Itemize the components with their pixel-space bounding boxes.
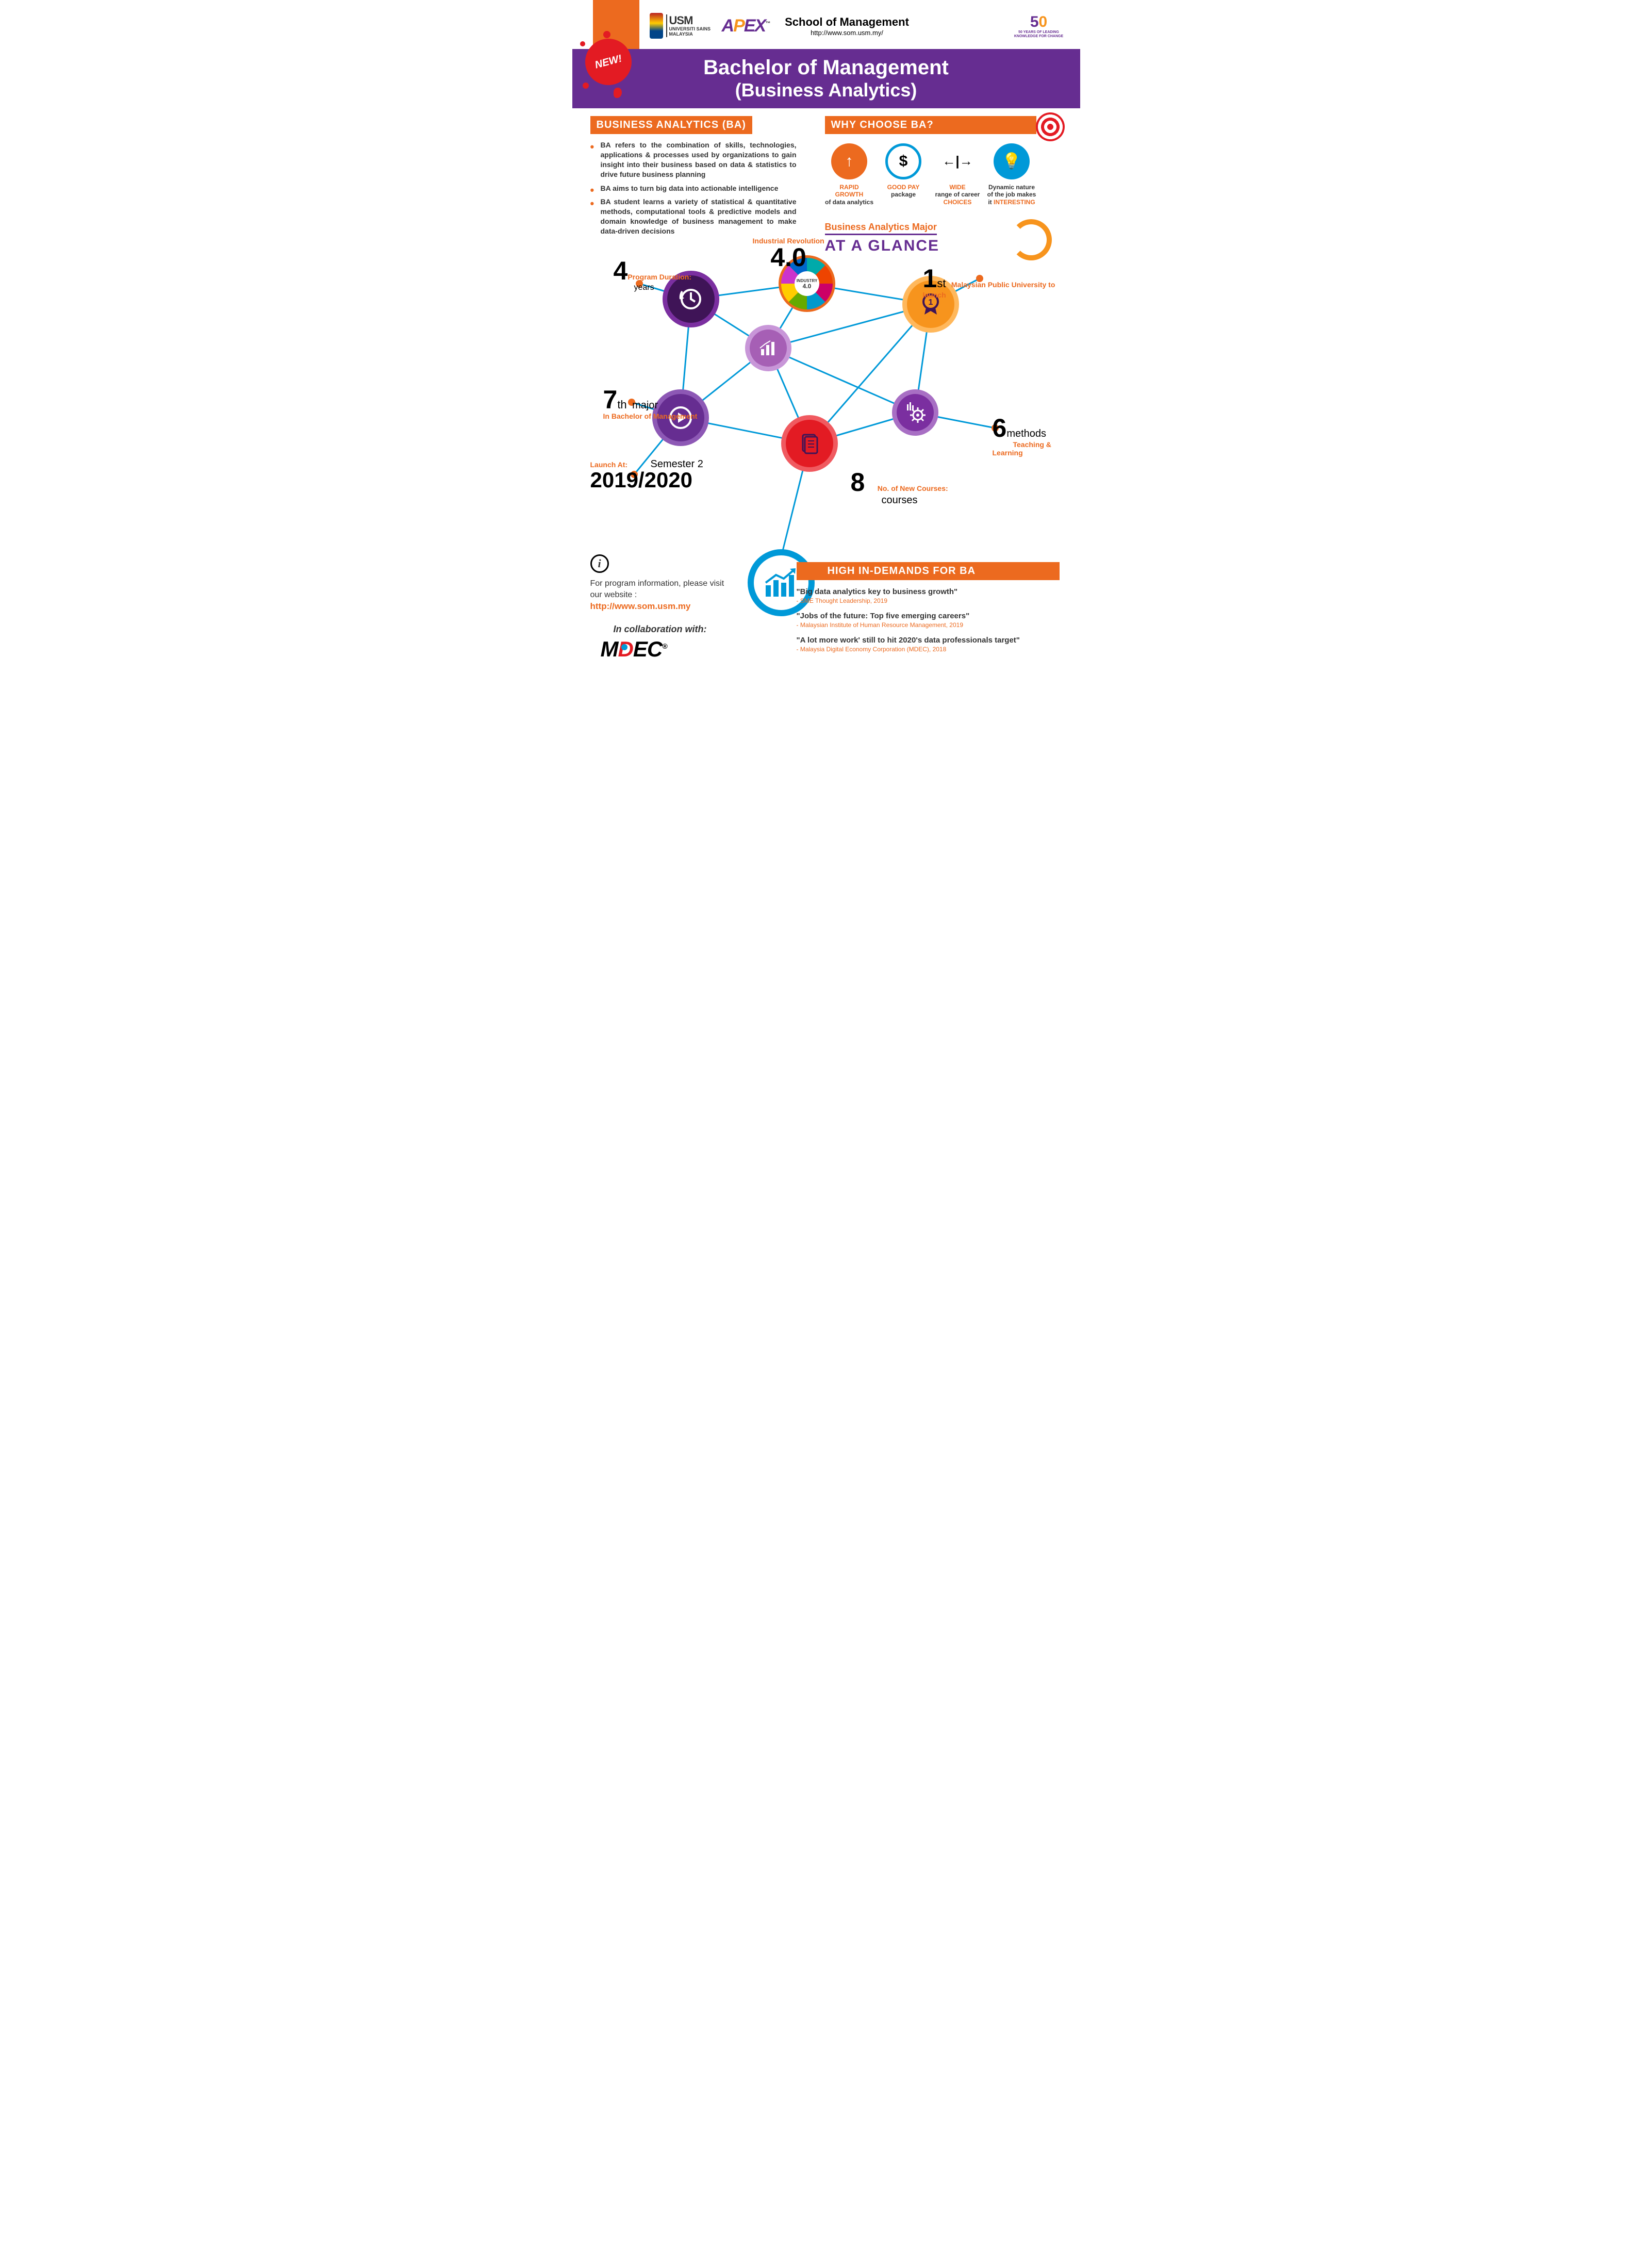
- quote-source: - Malaysia Digital Economy Corporation (…: [797, 646, 1060, 653]
- quote: "A lot more work' still to hit 2020's da…: [797, 636, 1060, 645]
- stat-courses: 8 No. of New Courses: courses: [851, 469, 948, 505]
- node-gears: [892, 389, 938, 436]
- usm-crest-icon: [650, 13, 663, 39]
- stat-launch: Launch At: Semester 2 2019/2020: [590, 459, 703, 491]
- stat-methods: 6methods Teaching & Learning: [993, 415, 1080, 457]
- usm-sub: UNIVERSITI SAINS MALAYSIA: [669, 27, 712, 37]
- demand-section: HIGH IN-DEMANDS FOR BA "Big data analyti…: [797, 562, 1060, 653]
- why-item: ←|→WIDErange of careerCHOICES: [933, 143, 982, 206]
- usm-logo: USM UNIVERSITI SAINS MALAYSIA: [650, 12, 712, 40]
- why-icon: $: [885, 143, 921, 179]
- why-row: ↑RAPID GROWTHof data analytics$GOOD PAYp…: [825, 143, 1036, 206]
- quote: "Big data analytics key to business grow…: [797, 587, 1060, 596]
- fifty-logo: 50 50 YEARS OF LEADING KNOWLEDGE FOR CHA…: [1013, 13, 1065, 38]
- glance-main: AT A GLANCE: [825, 237, 940, 255]
- node-barschart: [745, 325, 791, 371]
- info-block: i For program information, please visit …: [590, 554, 735, 612]
- info-icon: i: [590, 554, 609, 573]
- stat-ir: Industrial Revolution 4.0: [753, 237, 824, 270]
- stat-major: 7th major In Bachelor of Management: [603, 387, 698, 421]
- why-icon: 💡: [994, 143, 1030, 179]
- demand-heading: HIGH IN-DEMANDS FOR BA: [797, 562, 1060, 580]
- apex-logo: APEX™: [722, 16, 770, 36]
- usm-text: USM UNIVERSITI SAINS MALAYSIA: [666, 14, 712, 37]
- banner-sub: (Business Analytics): [735, 79, 917, 101]
- target-icon: [1036, 112, 1065, 141]
- page: USM UNIVERSITI SAINS MALAYSIA APEX™ Scho…: [572, 0, 1080, 693]
- quote-source: - SME Thought Leadership, 2019: [797, 597, 1060, 604]
- why-item: $GOOD PAYpackage: [879, 143, 928, 206]
- info-text: For program information, please visit ou…: [590, 578, 735, 601]
- ba-section: BUSINESS ANALYTICS (BA) BA refers to the…: [590, 116, 797, 240]
- why-section: WHY CHOOSE BA? ↑RAPID GROWTHof data anal…: [825, 116, 1036, 206]
- new-splash: NEW!: [577, 31, 639, 93]
- quote-source: - Malaysian Institute of Human Resource …: [797, 621, 1060, 629]
- ba-heading: BUSINESS ANALYTICS (BA): [590, 116, 752, 134]
- collab-label: In collaboration with:: [614, 624, 707, 635]
- svg-text:4.0: 4.0: [802, 283, 811, 290]
- header: USM UNIVERSITI SAINS MALAYSIA APEX™ Scho…: [650, 5, 1065, 46]
- school-name: School of Management: [785, 15, 909, 29]
- school-block: School of Management http://www.som.usm.…: [785, 15, 909, 37]
- ba-bullets: BA refers to the combination of skills, …: [590, 140, 797, 236]
- mdec-logo: MDEC®: [601, 637, 667, 662]
- stat-duration: 4Program Duration: years: [614, 258, 692, 292]
- quote: "Jobs of the future: Top five emerging c…: [797, 612, 1060, 620]
- network: INDUSTRY4.01 4Program Duration: years In…: [572, 253, 1080, 572]
- usm-name: USM: [669, 14, 712, 27]
- glance-top: Business Analytics Major: [825, 222, 937, 235]
- ba-bullet: BA student learns a variety of statistic…: [590, 197, 797, 236]
- banner-title: Bachelor of Management: [703, 56, 949, 79]
- stat-first: 1st Malaysian Public University to launc…: [923, 266, 1080, 300]
- why-item: 💡Dynamic nature of the job makes it INTE…: [987, 143, 1036, 206]
- ba-bullet: BA refers to the combination of skills, …: [590, 140, 797, 179]
- node-docs: [781, 415, 838, 472]
- new-label: NEW!: [580, 34, 636, 90]
- why-item: ↑RAPID GROWTHof data analytics: [825, 143, 874, 206]
- fifty-text: 50 YEARS OF LEADING KNOWLEDGE FOR CHANGE: [1013, 30, 1065, 38]
- why-icon: ←|→: [939, 143, 976, 179]
- why-heading: WHY CHOOSE BA?: [825, 116, 1036, 134]
- school-url: http://www.som.usm.my/: [785, 29, 909, 37]
- ba-bullet: BA aims to turn big data into actionable…: [590, 184, 797, 193]
- banner: Bachelor of Management (Business Analyti…: [572, 49, 1080, 108]
- info-link[interactable]: http://www.som.usm.my: [590, 601, 735, 612]
- why-icon: ↑: [831, 143, 867, 179]
